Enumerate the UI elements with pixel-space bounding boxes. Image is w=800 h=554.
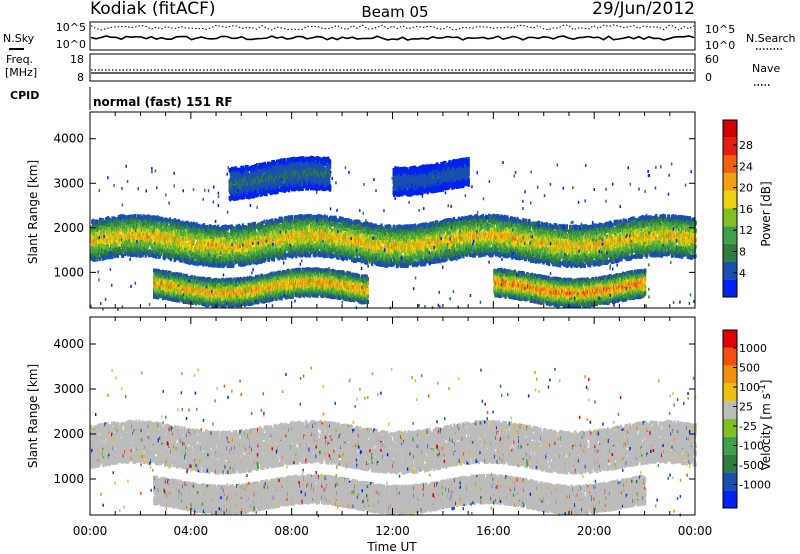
nsky-tick-bottom: 10^0	[56, 38, 86, 51]
power-cell	[261, 221, 263, 225]
power-cell	[284, 253, 286, 257]
power-scatter	[90, 156, 697, 311]
power-cell	[118, 242, 120, 246]
nsearch-tick-top: 10^5	[705, 23, 735, 36]
nsearch-line	[91, 25, 694, 30]
power-cell	[134, 214, 136, 218]
power-cell	[111, 253, 113, 257]
nave-label: Nave	[752, 62, 780, 75]
nsky-trace	[91, 25, 694, 40]
freq-frame	[90, 54, 695, 81]
power-cell	[103, 245, 105, 249]
nave-tick-bottom: 0	[705, 71, 712, 84]
freq-panel: Freq. [MHz] 18 8 60 0 Nave	[5, 53, 780, 85]
freq-tick-bottom: 8	[77, 71, 84, 84]
power-cell	[232, 264, 234, 268]
nsky-label: N.Sky	[3, 32, 35, 45]
cpid-text: normal (fast) 151 RF	[93, 95, 233, 109]
power-cell	[281, 218, 283, 222]
freq-label-1: Freq.	[6, 53, 33, 66]
nsky-panel: N.Sky 10^5 10^0 10^5 10^0 N.Search	[3, 21, 796, 52]
beam-title: Beam 05	[361, 3, 428, 21]
nsky-line	[91, 36, 694, 40]
station-title: Kodiak (fitACF)	[90, 0, 216, 19]
power-cell	[291, 216, 293, 220]
power-cell	[122, 254, 124, 258]
nsky-tick-top: 10^5	[56, 21, 86, 34]
power-cell	[273, 258, 275, 262]
power-cell	[244, 262, 246, 266]
power-cell	[295, 254, 297, 258]
power-cell	[164, 240, 166, 244]
nsearch-label: N.Search	[746, 32, 796, 45]
freq-label-2: [MHz]	[5, 66, 37, 79]
power-cell	[240, 248, 242, 252]
date-title: 29/Jun/2012	[592, 0, 695, 19]
nave-tick-top: 60	[705, 53, 719, 66]
cpid-label: CPID	[10, 89, 39, 102]
freq-tick-top: 18	[70, 53, 84, 66]
power-cell	[127, 253, 129, 257]
nsearch-tick-bottom: 10^0	[705, 39, 735, 52]
